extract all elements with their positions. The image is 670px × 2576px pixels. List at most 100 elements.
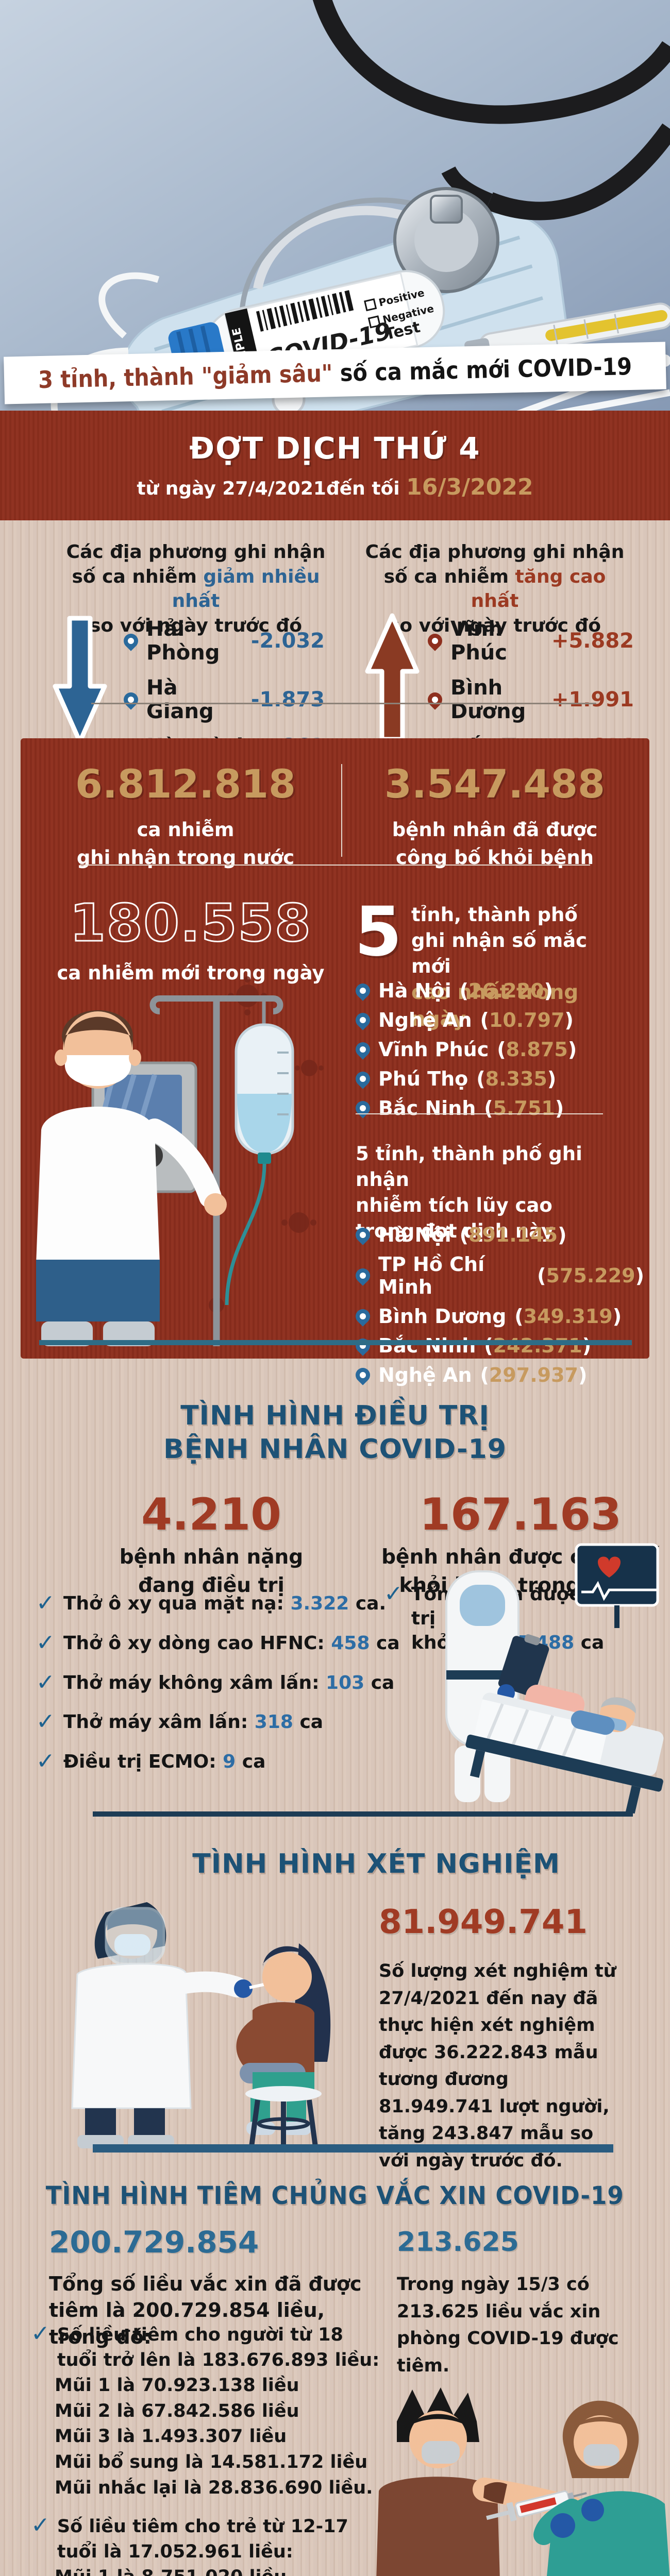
check-icon	[36, 1710, 55, 1733]
check-icon	[36, 1632, 55, 1654]
list-item: Hà Giang -1.873	[121, 676, 325, 723]
vaccination-illustration	[376, 2387, 670, 2576]
top5-cumulative-list: Hà Nội (891.145) TP Hồ Chí Minh (575.229…	[353, 1224, 644, 1393]
adults-intro: Số liều tiêm cho người từ 18 tuổi trở lê…	[57, 2325, 380, 2370]
daily-new-label: ca nhiễm mới trong ngày	[57, 962, 325, 984]
title-highlight: 3 tỉnh, thành "giảm sâu"	[38, 359, 333, 394]
list-item: Thở máy xâm lấn: 318 ca	[36, 1710, 417, 1735]
list-item: Số liều tiêm cho trẻ từ 12-17 tuổi là 17…	[31, 2514, 381, 2565]
check-icon	[384, 1583, 403, 1605]
location-pin-icon	[425, 631, 445, 651]
location-pin-icon	[353, 1306, 373, 1327]
list-item: Hà Nội (26.220)	[353, 979, 634, 1002]
list-item: Vĩnh Phúc (8.875)	[353, 1038, 634, 1061]
page-title: 3 tỉnh, thành "giảm sâu" số ca mắc mới C…	[38, 352, 632, 394]
recovered-day-number: 167.163	[420, 1489, 622, 1540]
province-delta: +5.882	[551, 629, 634, 653]
vaccination-heading-wrap: TÌNH HÌNH TIÊM CHỦNG VẮC XIN COVID-19	[0, 2180, 670, 2211]
dose-line: Mũi 1 là 70.923.138 liều	[55, 2375, 299, 2396]
recovered-day-label: bệnh nhân được công bố khỏi bệnh trong n…	[381, 1546, 660, 1597]
location-pin-icon	[353, 1335, 373, 1356]
location-pin-icon	[121, 689, 141, 710]
treatment-checklist: Thở ô xy qua mặt nạ: 3.322 ca. Thở ô xy …	[36, 1592, 417, 1790]
location-pin-icon	[353, 1225, 373, 1245]
floor-line	[39, 1340, 632, 1345]
decrease-line2: số ca nhiễm giảm nhiều nhất	[72, 566, 320, 612]
stethoscope-illustration	[240, 0, 670, 416]
top5-daily-list: Hà Nội (26.220) Nghệ An (10.797) Vĩnh Ph…	[353, 979, 634, 1126]
down-arrow-icon	[53, 616, 107, 744]
location-pin-icon	[353, 1010, 373, 1030]
list-item: TP Hồ Chí Minh (575.229)	[353, 1253, 644, 1298]
recovered-number: 3.547.488	[384, 761, 605, 807]
location-pin-icon	[353, 980, 373, 1001]
section-divider	[91, 703, 596, 704]
testing-paragraph: Số lượng xét nghiệm từ 27/4/2021 đến nay…	[379, 1961, 616, 2171]
province-name: Hải Phòng	[146, 617, 220, 665]
horizontal-divider	[356, 1113, 603, 1114]
decrease-line3: so với ngày trước đó	[89, 615, 303, 636]
list-item: Vĩnh Phúc +5.882	[425, 617, 634, 665]
location-pin-icon	[353, 1069, 373, 1089]
testing-heading: TÌNH HÌNH XÉT NGHIỆM	[192, 1849, 560, 1879]
location-pin-icon	[425, 689, 445, 710]
vaccination-heading: TÌNH HÌNH TIÊM CHỦNG VẮC XIN COVID-19	[46, 2181, 624, 2210]
list-item: Bắc Ninh (5.751)	[353, 1097, 634, 1120]
patient-iv-illustration	[36, 976, 324, 1346]
total-cases-number: 6.812.818	[75, 761, 296, 807]
wave-title: ĐỢT DỊCH THỨ 4	[189, 431, 481, 466]
top5-number: 5	[355, 892, 402, 972]
severe-number: 4.210	[141, 1489, 282, 1540]
recovered-day-stat: 167.163 bệnh nhân được công bố khỏi bệnh…	[381, 1489, 660, 1600]
swab-test-illustration	[71, 1902, 331, 2148]
section-divider	[93, 1811, 633, 1817]
daily-new-number: 180.558	[69, 892, 312, 954]
vaccine-daily-number: 213.625	[397, 2227, 519, 2258]
location-pin-icon	[353, 1098, 373, 1118]
wave-subtitle: từ ngày 27/4/2021đến tối 16/3/2022	[137, 474, 533, 500]
wave-band: ĐỢT DỊCH THỨ 4 từ ngày 27/4/2021đến tối …	[0, 411, 670, 520]
testing-number-wrap: 81.949.741	[379, 1903, 588, 1941]
list-item: Số liều tiêm cho người từ 18 tuổi trở lê…	[31, 2323, 381, 2373]
increase-line2: số ca nhiễm tăng cao nhất	[383, 566, 606, 612]
top5-daily-title: tỉnh, thành phố ghi nhận số mắc mới cao …	[411, 904, 588, 1031]
severe-stat: 4.210 bệnh nhân nặng đang điều trị	[52, 1489, 371, 1600]
vaccine-daily-text: Trong ngày 15/3 có 213.625 liều vắc xin …	[397, 2274, 619, 2376]
list-item: Phú Thọ (8.335)	[353, 1067, 634, 1090]
province-delta: -1.873	[250, 688, 325, 711]
vaccine-adults-block: Số liều tiêm cho người từ 18 tuổi trở lê…	[31, 2309, 381, 2576]
location-pin-icon	[121, 631, 141, 651]
province-name: Bình Dương	[450, 676, 526, 723]
dose-line: Mũi 1 là 8.751.020 liều	[55, 2565, 381, 2576]
dose-line: Mũi bổ sung là 14.581.172 liều	[55, 2452, 368, 2473]
province-delta: -2.032	[250, 629, 325, 653]
list-item: Điều trị ECMO: 9 ca	[36, 1750, 417, 1774]
vertical-divider	[341, 764, 342, 857]
hospital-bed-illustration	[445, 1543, 664, 1814]
check-icon	[31, 2514, 50, 2537]
children-intro: Số liều tiêm cho trẻ từ 12-17 tuổi là 17…	[57, 2516, 348, 2563]
vaccine-total-label: Tổng số liều vắc xin đã được tiêm là 200…	[49, 2273, 362, 2348]
list-item: Thở máy không xâm lấn: 103 ca	[36, 1671, 417, 1696]
province-name: Hà Giang	[146, 676, 214, 723]
list-item: Bắc Ninh (242.371)	[353, 1334, 644, 1357]
total-cases-stat: 6.812.818 ca nhiễm ghi nhận trong nước	[36, 761, 335, 871]
daily-new-stat: 180.558 ca nhiễm mới trong ngày	[41, 892, 340, 987]
location-pin-icon	[353, 1265, 373, 1286]
horizontal-divider	[80, 865, 590, 866]
province-delta: +1.991	[551, 688, 634, 711]
vaccine-total-number: 200.729.854	[49, 2225, 259, 2260]
decrease-header: Các địa phương ghi nhận số ca nhiễm giảm…	[62, 540, 330, 638]
treatment-heading: TÌNH HÌNH ĐIỀU TRỊ BỆNH NHÂN COVID-19	[163, 1400, 507, 1465]
list-item: Nghệ An (10.797)	[353, 1009, 634, 1031]
recovered-label: bệnh nhân đã được công bố khỏi bệnh	[392, 819, 598, 869]
location-pin-icon	[353, 1365, 373, 1385]
list-item: Bình Dương (349.319)	[353, 1305, 644, 1328]
check-icon	[36, 1750, 55, 1773]
decrease-line1: Các địa phương ghi nhận	[66, 541, 326, 563]
check-icon	[36, 1592, 55, 1615]
increase-line3: so với ngày trước đó	[388, 615, 601, 636]
increase-line1: Các địa phương ghi nhận	[365, 541, 625, 563]
location-pin-icon	[353, 1039, 373, 1060]
